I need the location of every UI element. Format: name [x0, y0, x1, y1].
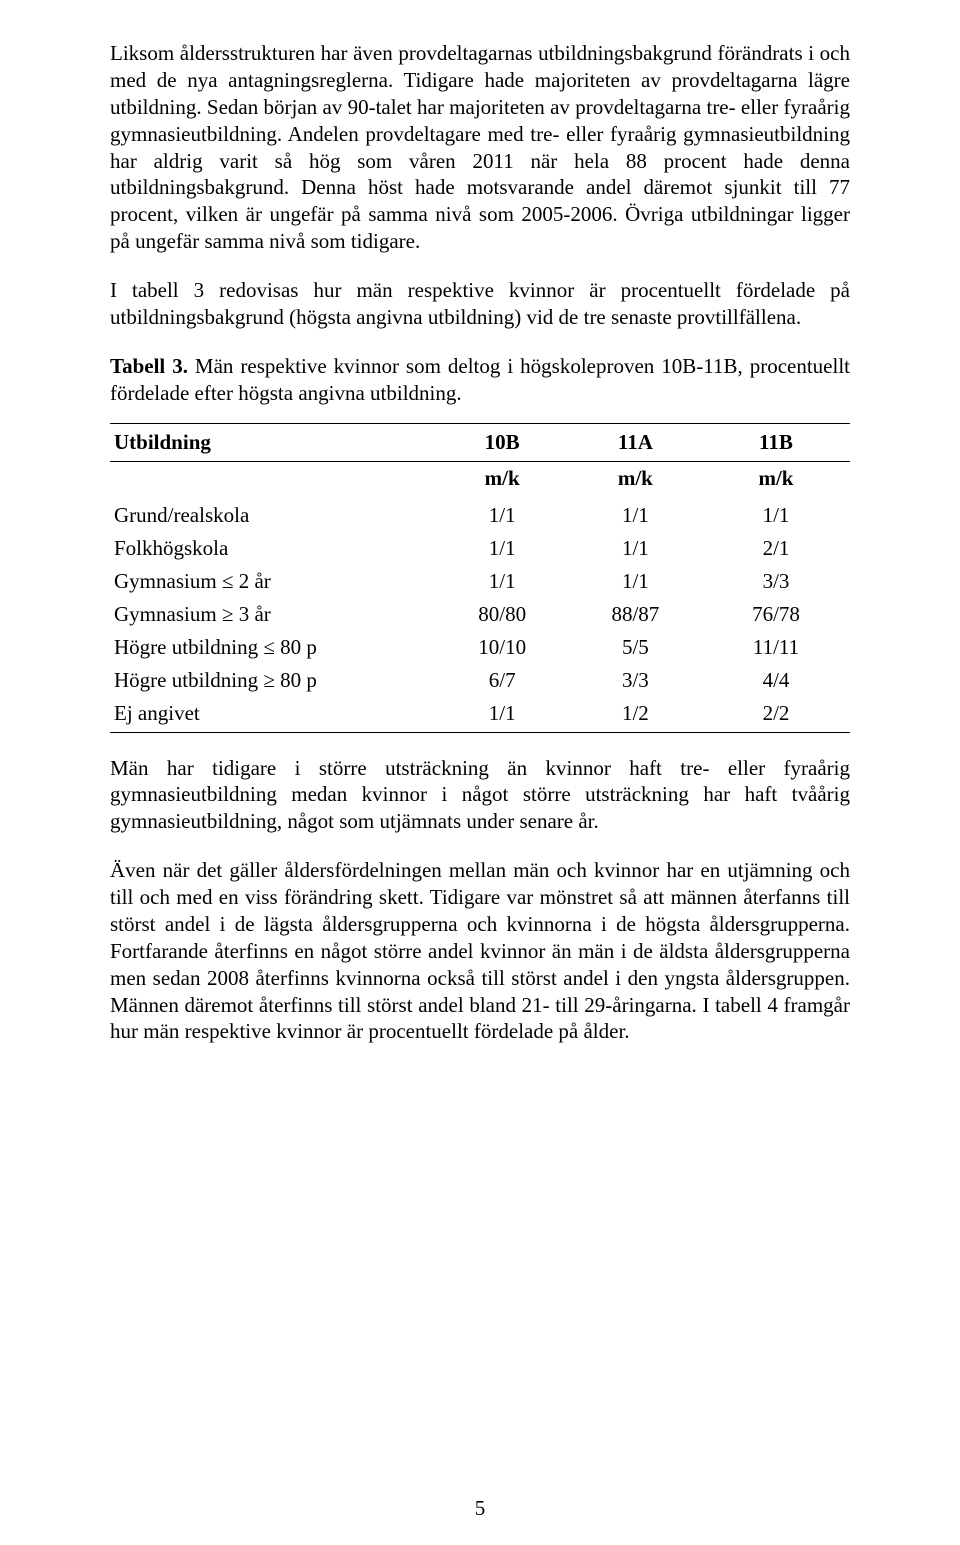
cell: 11/11 [702, 631, 850, 664]
cell: 80/80 [436, 598, 569, 631]
row-label: Högre utbildning ≥ 80 p [110, 664, 436, 697]
cell: 1/1 [436, 499, 569, 532]
table-subheader-row: m/k m/k m/k [110, 461, 850, 499]
row-label: Högre utbildning ≤ 80 p [110, 631, 436, 664]
row-label: Grund/realskola [110, 499, 436, 532]
table-row: Gymnasium ≤ 2 år 1/1 1/1 3/3 [110, 565, 850, 598]
table-caption: Tabell 3. Män respektive kvinnor som del… [110, 353, 850, 407]
header-col-11a: 11A [569, 423, 702, 461]
header-label: Utbildning [110, 423, 436, 461]
table-header-row: Utbildning 10B 11A 11B [110, 423, 850, 461]
table-caption-label: Tabell 3. [110, 354, 188, 378]
cell: 1/1 [569, 499, 702, 532]
paragraph-2: I tabell 3 redovisas hur män respektive … [110, 277, 850, 331]
table-row: Högre utbildning ≤ 80 p 10/10 5/5 11/11 [110, 631, 850, 664]
cell: 3/3 [569, 664, 702, 697]
cell: 6/7 [436, 664, 569, 697]
cell: 1/1 [702, 499, 850, 532]
paragraph-1: Liksom åldersstrukturen har även provdel… [110, 40, 850, 255]
cell: 1/1 [436, 532, 569, 565]
cell: 1/2 [569, 697, 702, 733]
subheader-empty [110, 461, 436, 499]
subheader-11a: m/k [569, 461, 702, 499]
cell: 5/5 [569, 631, 702, 664]
row-label: Folkhögskola [110, 532, 436, 565]
table-row: Folkhögskola 1/1 1/1 2/1 [110, 532, 850, 565]
table-row: Högre utbildning ≥ 80 p 6/7 3/3 4/4 [110, 664, 850, 697]
paragraph-3: Män har tidigare i större utsträckning ä… [110, 755, 850, 836]
cell: 1/1 [569, 565, 702, 598]
cell: 1/1 [436, 697, 569, 733]
table-row: Grund/realskola 1/1 1/1 1/1 [110, 499, 850, 532]
header-col-11b: 11B [702, 423, 850, 461]
table-body: Grund/realskola 1/1 1/1 1/1 Folkhögskola… [110, 499, 850, 733]
table-row: Ej angivet 1/1 1/2 2/2 [110, 697, 850, 733]
row-label: Ej angivet [110, 697, 436, 733]
cell: 88/87 [569, 598, 702, 631]
cell: 76/78 [702, 598, 850, 631]
table-row: Gymnasium ≥ 3 år 80/80 88/87 76/78 [110, 598, 850, 631]
document-page: Liksom åldersstrukturen har även provdel… [0, 0, 960, 1545]
subheader-11b: m/k [702, 461, 850, 499]
row-label: Gymnasium ≤ 2 år [110, 565, 436, 598]
subheader-10b: m/k [436, 461, 569, 499]
cell: 2/2 [702, 697, 850, 733]
cell: 3/3 [702, 565, 850, 598]
cell: 1/1 [569, 532, 702, 565]
cell: 1/1 [436, 565, 569, 598]
cell: 2/1 [702, 532, 850, 565]
row-label: Gymnasium ≥ 3 år [110, 598, 436, 631]
page-number: 5 [0, 1496, 960, 1521]
table-caption-text: Män respektive kvinnor som deltog i högs… [110, 354, 850, 405]
paragraph-4: Även när det gäller åldersfördelningen m… [110, 857, 850, 1045]
education-table: Utbildning 10B 11A 11B m/k m/k m/k Grund… [110, 423, 850, 733]
header-col-10b: 10B [436, 423, 569, 461]
cell: 4/4 [702, 664, 850, 697]
cell: 10/10 [436, 631, 569, 664]
